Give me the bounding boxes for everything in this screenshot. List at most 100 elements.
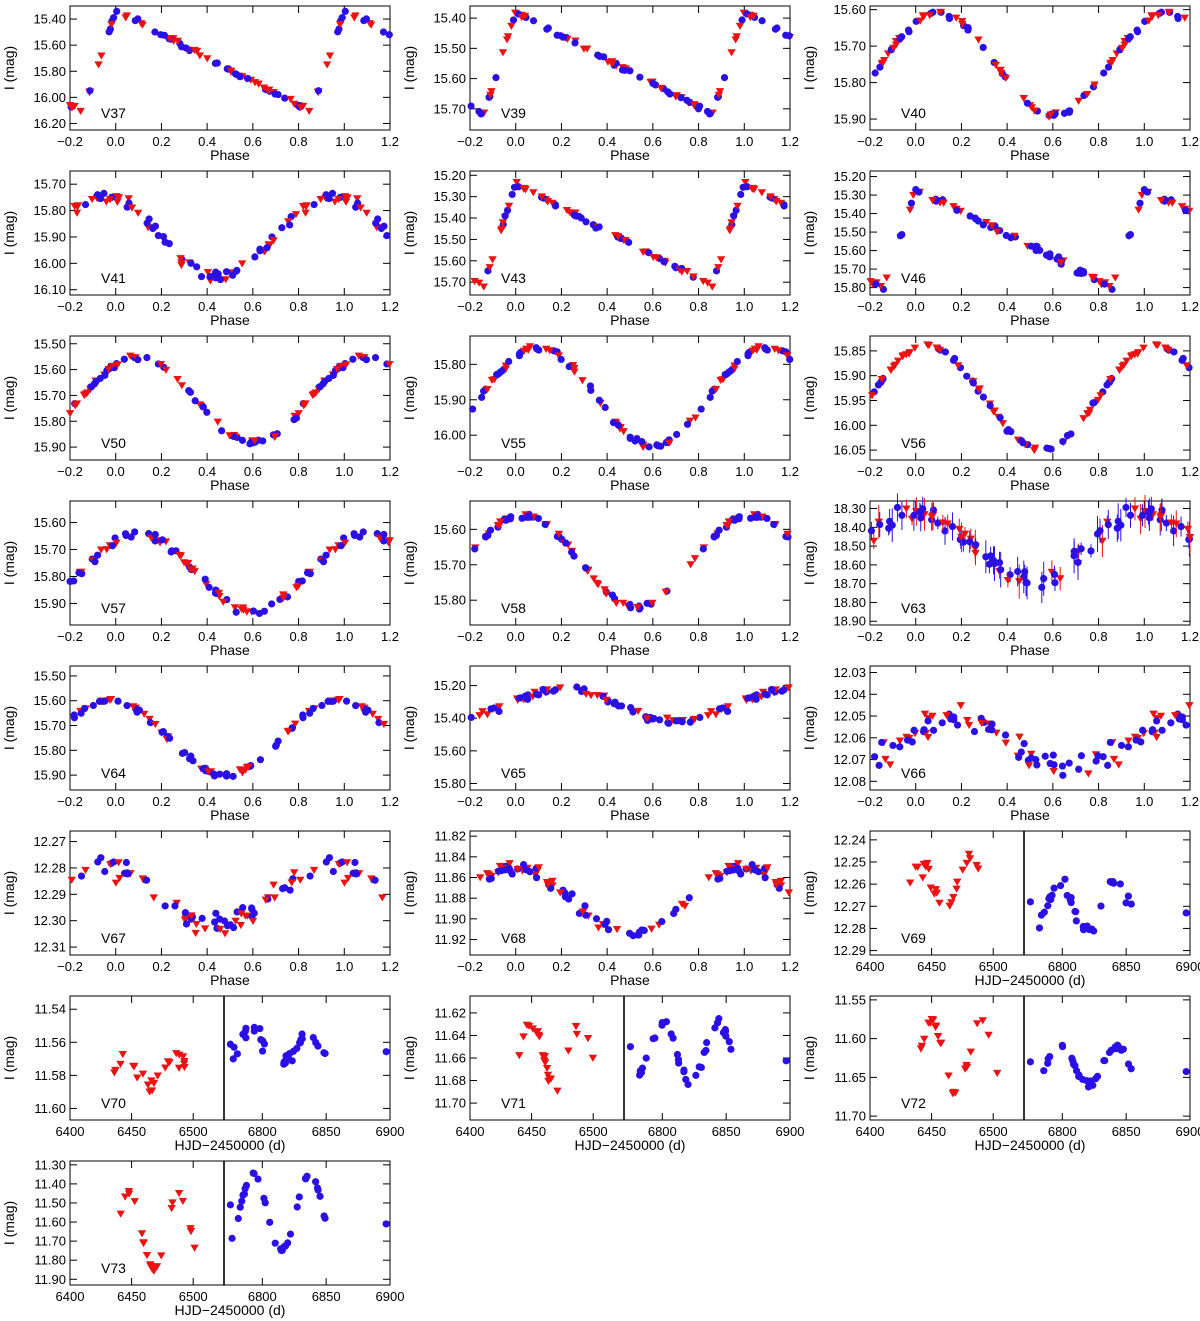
data-point-blue <box>249 1169 257 1177</box>
data-point-red <box>919 860 928 869</box>
data-point-blue <box>1017 437 1026 445</box>
y-axis-title: I (mag) <box>1 1201 17 1245</box>
y-tick-label: 12.04 <box>833 687 866 702</box>
data-point-blue <box>201 575 209 583</box>
data-point-red <box>933 1033 943 1041</box>
data-point-blue <box>907 199 916 207</box>
data-point-blue <box>222 268 231 276</box>
data-point-red <box>902 505 911 513</box>
data-point-blue <box>171 902 179 910</box>
data-point-blue <box>199 764 207 773</box>
data-point-blue <box>560 33 568 41</box>
data-point-red <box>944 1072 953 1080</box>
data-point-blue <box>1124 743 1132 751</box>
data-point-blue <box>1007 234 1015 242</box>
data-point-red <box>186 566 196 574</box>
data-point-blue <box>362 356 371 364</box>
y-tick-label: 15.80 <box>33 414 66 429</box>
data-point-blue <box>1033 242 1041 250</box>
x-tick-label: 0.6 <box>1044 299 1062 314</box>
y-axis-title: I (mag) <box>801 541 817 585</box>
data-point-red <box>953 362 963 370</box>
x-axis-title: Phase <box>210 642 250 658</box>
data-point-red <box>886 366 896 374</box>
data-point-blue <box>979 221 987 229</box>
data-point-red <box>287 879 296 887</box>
data-point-blue <box>722 1032 730 1040</box>
x-tick-label: 0.0 <box>107 299 125 314</box>
data-point-red <box>1164 346 1173 355</box>
data-point-red <box>142 1251 152 1260</box>
x-tick-label: 0.8 <box>690 629 708 644</box>
data-point-blue <box>910 726 918 734</box>
x-tick-label: 1.0 <box>1135 629 1153 644</box>
data-point-red <box>932 889 942 897</box>
data-point-red <box>548 877 557 885</box>
data-point-blue <box>565 895 573 903</box>
data-point-blue <box>238 436 247 444</box>
data-point-red <box>1015 578 1024 586</box>
data-point-red <box>578 908 588 916</box>
x-tick-label: 0.6 <box>244 464 262 479</box>
x-tick-label: 0.0 <box>507 629 525 644</box>
x-tick-label: 0.8 <box>1090 629 1108 644</box>
data-point-red <box>716 256 726 264</box>
x-tick-label: 1.2 <box>781 134 799 149</box>
data-point-blue <box>81 200 90 209</box>
data-point-blue <box>729 866 738 874</box>
x-tick-label: 6500 <box>979 1124 1008 1139</box>
data-point-blue <box>950 716 958 724</box>
data-point-red <box>928 712 937 720</box>
x-tick-label: 6800 <box>1048 1124 1077 1139</box>
data-point-blue <box>1103 381 1111 389</box>
data-point-blue <box>487 874 495 883</box>
data-point-blue <box>886 517 894 525</box>
y-tick-label: 16.00 <box>833 418 866 433</box>
data-point-blue <box>223 922 232 930</box>
y-tick-label: 15.50 <box>33 668 66 683</box>
y-tick-label: 11.30 <box>34 1157 66 1172</box>
data-point-blue <box>278 885 287 893</box>
x-tick-label: 0.0 <box>107 629 125 644</box>
panel-v55: 15.80 15.90 16.00 −0.2 0.0 0.2 0.4 0.6 0.8 1.0 1.2… <box>401 335 799 493</box>
y-tick-label: 15.70 <box>833 39 866 54</box>
data-point-blue <box>867 527 876 535</box>
data-point-blue <box>286 1230 295 1238</box>
data-point-blue <box>1001 731 1010 739</box>
data-point-red <box>165 1059 174 1067</box>
data-point-blue <box>539 685 547 694</box>
data-point-red <box>143 1081 153 1089</box>
data-point-red <box>965 855 975 863</box>
data-point-red <box>918 874 927 882</box>
plot-frame <box>869 500 1191 626</box>
data-point-blue <box>1090 927 1098 935</box>
data-point-blue <box>314 87 323 95</box>
data-point-red <box>749 186 759 194</box>
data-point-red <box>987 222 997 230</box>
x-tick-label: 0.0 <box>507 134 525 149</box>
data-point-blue <box>573 683 581 691</box>
data-point-red <box>1115 366 1124 374</box>
data-point-blue <box>984 725 993 733</box>
data-point-red <box>924 865 933 873</box>
panel-v66: 12.03 12.04 12.05 12.06 12.07 12.08 −0.2 0.0 0.2… <box>801 665 1199 823</box>
data-point-blue <box>199 403 207 411</box>
data-point-blue <box>1104 761 1112 769</box>
data-point-blue <box>1139 726 1147 734</box>
x-tick-label: 6500 <box>979 959 1008 974</box>
data-point-red <box>173 375 182 384</box>
data-point-red <box>993 1069 1002 1078</box>
x-tick-label: 0.4 <box>598 299 616 314</box>
y-tick-label: 16.05 <box>833 443 866 458</box>
x-tick-label: −0.2 <box>857 299 883 314</box>
data-point-blue <box>309 1033 317 1042</box>
y-tick-label: 18.50 <box>833 539 866 554</box>
x-tick-label: 1.2 <box>381 299 399 314</box>
y-tick-label: 15.80 <box>33 64 66 79</box>
data-point-blue <box>229 271 237 279</box>
data-point-blue <box>719 704 727 712</box>
panel-v71: 11.62 11.64 11.66 11.68 11.70 6400 6450 6500 680… <box>401 995 804 1153</box>
star-label: V71 <box>501 1095 526 1111</box>
data-point-blue <box>1071 1062 1079 1070</box>
data-point-blue <box>934 519 942 527</box>
